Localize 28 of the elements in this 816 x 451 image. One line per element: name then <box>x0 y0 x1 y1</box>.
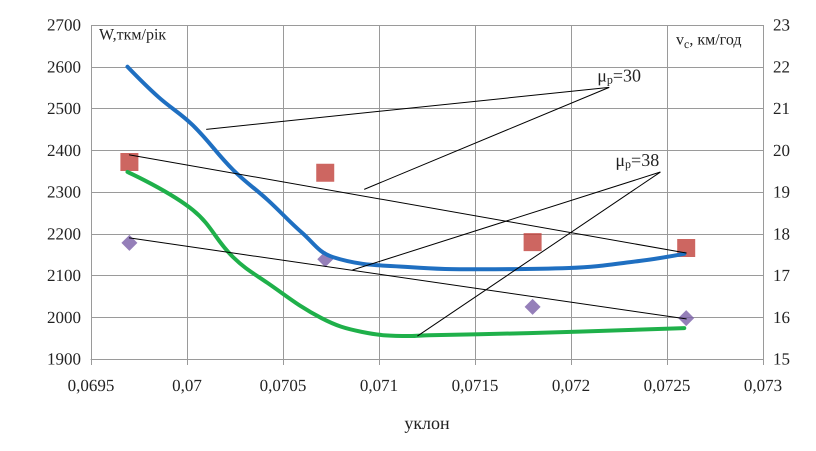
y2-tick-label: 17 <box>773 266 790 285</box>
y2-tick-label: 21 <box>773 99 790 118</box>
x-tick-label: 0,073 <box>744 376 782 395</box>
x-tick-label: 0,0705 <box>260 376 306 395</box>
y2-tick-label: 16 <box>773 308 790 327</box>
y-tick-label: 2200 <box>47 224 81 244</box>
y2-tick-label: 19 <box>773 182 790 202</box>
y-tick-label: 2600 <box>47 57 81 76</box>
x-tick-label: 0,072 <box>552 376 590 395</box>
x-tick-label: 0,0725 <box>644 376 690 395</box>
y-tick-label: 2400 <box>47 140 81 160</box>
y-tick-label: 2000 <box>47 308 81 327</box>
x-tick-label: 0,07 <box>172 376 202 395</box>
y2-tick-label: 15 <box>773 350 790 368</box>
x-tick-label: 0,0695 <box>68 376 114 395</box>
y2-tick-label: 22 <box>773 57 790 76</box>
y-tick-label: 2100 <box>47 266 81 285</box>
x-tick-label: 0,071 <box>360 376 398 395</box>
y2-tick-label: 23 <box>773 16 790 34</box>
y-tick-label: 2700 <box>47 16 81 34</box>
y2-tick-label: 18 <box>773 224 790 244</box>
y-tick-label: 2500 <box>47 99 81 118</box>
y-tick-label: 2300 <box>47 182 81 202</box>
y-axis-title: W,ткм/рік <box>99 26 166 44</box>
y-tick-label: 1900 <box>47 350 81 368</box>
y2-tick-label: 20 <box>773 140 790 160</box>
x-tick-label: 0,0715 <box>452 376 498 395</box>
x-axis-title: уклон <box>404 413 450 433</box>
